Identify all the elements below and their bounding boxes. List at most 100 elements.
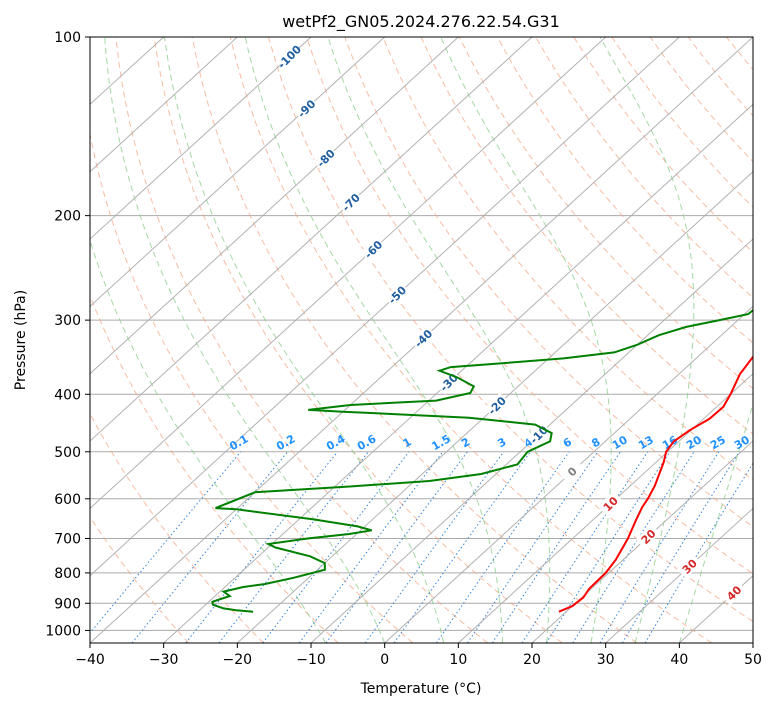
dry-adiabat-line	[90, 516, 190, 643]
isotherm-label-background	[635, 523, 661, 549]
y-tick-label: 300	[54, 313, 81, 329]
dry-adiabat-line	[153, 37, 563, 643]
isotherm-label-background	[360, 236, 386, 262]
sounding-series	[211, 308, 753, 613]
mixing-ratio-line	[218, 451, 369, 643]
mixing-ratio-label: 10	[610, 433, 630, 452]
isotherm-label-background	[313, 145, 338, 171]
mixing-ratio-line	[364, 451, 505, 643]
y-tick-label: 1000	[45, 623, 81, 639]
moist-adiabat-line	[678, 402, 753, 643]
x-tick-label: −40	[75, 652, 105, 668]
dewpoint-profile-line	[211, 308, 753, 613]
mixing-ratio-label: 3	[495, 435, 508, 450]
x-tick-label: −30	[149, 652, 179, 668]
isotherm-line	[384, 305, 753, 643]
x-axis-ticks: −40 −30 −20 −10 0 10 20 30 40 50	[75, 643, 762, 668]
mixing-ratio-label: 30	[732, 433, 752, 452]
x-tick-label: −10	[296, 652, 326, 668]
y-tick-label: 100	[54, 30, 81, 46]
mixing-ratio-label: 20	[684, 433, 704, 452]
isotherm-line	[90, 37, 533, 442]
isotherm-grid	[90, 37, 753, 643]
dry-adiabat-line	[726, 37, 753, 71]
dry-adiabat-line	[649, 37, 753, 163]
isotherm-label-background	[293, 95, 319, 121]
moist-adiabat-line	[90, 238, 327, 643]
mixing-ratio-line	[491, 451, 621, 643]
x-tick-label: 0	[380, 652, 389, 668]
dry-adiabat-line	[611, 37, 753, 208]
mixing-ratio-label: 0.4	[324, 432, 348, 453]
x-tick-label: 40	[670, 652, 688, 668]
isotherm-line	[752, 642, 753, 643]
mixing-ratio-label: 6	[561, 435, 574, 450]
mixing-ratio-label: 1.5	[429, 432, 452, 453]
isotherm-label-background	[721, 580, 747, 606]
dry-adiabat-line	[420, 37, 753, 435]
mixing-ratio-lines	[90, 451, 753, 643]
mixing-ratio-line	[435, 451, 570, 643]
dry-adiabat-line	[90, 131, 414, 643]
isotherm-line	[90, 37, 607, 510]
mixing-ratio-label: 36	[756, 433, 775, 452]
dry-adiabat-line	[268, 37, 753, 623]
mixing-ratio-line	[185, 451, 338, 643]
mixing-ratio-label: 1	[401, 435, 414, 450]
dry-adiabat-line	[306, 37, 753, 575]
mixing-ratio-line	[621, 451, 740, 643]
dry-adiabat-line	[229, 37, 712, 643]
isotherm-line	[90, 37, 680, 577]
dry-adiabat-line	[687, 37, 753, 117]
y-axis-ticks: 100 200 300 400 500 600 700 800 900 1000	[45, 30, 90, 639]
dry-adiabat-line	[90, 412, 264, 643]
moist-adiabat-line	[599, 37, 695, 643]
mixing-ratio-label: 16	[660, 433, 680, 452]
mixing-ratio-line	[90, 451, 242, 634]
isotherm-line	[90, 37, 459, 375]
isoline-labels: 0.1 0.2 0.4 0.6 1 1.5 2 3 4 6 8 10 13 16 20 25 30 36-100-…	[227, 43, 775, 606]
y-tick-label: 400	[54, 387, 81, 403]
isotherm-label-background	[410, 325, 436, 351]
mixing-ratio-line	[298, 451, 444, 643]
chart-title: wetPf2_GN05.2024.276.22.54.G31	[282, 12, 560, 32]
isotherm-label-background	[676, 553, 702, 579]
moist-adiabat-line	[104, 37, 386, 643]
moist-adiabat-line	[164, 37, 445, 643]
x-tick-label: 30	[597, 652, 615, 668]
mixing-ratio-line	[572, 451, 695, 643]
dry-adiabat-line	[382, 37, 753, 481]
mixing-ratio-line	[644, 462, 753, 643]
dry-adiabat-line	[535, 37, 753, 299]
y-tick-label: 600	[54, 492, 81, 508]
y-tick-label: 500	[54, 445, 81, 461]
mixing-ratio-line	[521, 451, 649, 643]
isotherm-line	[90, 37, 312, 240]
dry-adiabat-line	[458, 37, 753, 390]
isotherm-label-background	[597, 491, 623, 516]
x-tick-label: 20	[523, 652, 541, 668]
y-tick-label: 900	[54, 596, 81, 612]
dry-adiabat-line	[344, 37, 753, 528]
isotherm-line	[163, 103, 753, 643]
isotherm-label-background	[338, 189, 364, 215]
y-tick-label: 700	[54, 532, 81, 548]
x-tick-label: −20	[223, 652, 253, 668]
x-axis-label: Temperature (°C)	[360, 681, 482, 697]
isotherm-label-background	[276, 44, 302, 69]
isotherm-line	[90, 37, 386, 308]
plot-frame	[89, 36, 754, 644]
isotherm-line	[90, 37, 238, 173]
mixing-ratio-line	[599, 451, 720, 643]
y-tick-label: 800	[54, 566, 81, 582]
mixing-ratio-line	[545, 451, 671, 643]
y-tick-label: 200	[54, 209, 81, 225]
dry-adiabat-line	[573, 37, 753, 254]
isobar-grid	[90, 37, 753, 631]
dry-adiabat-line	[765, 37, 775, 643]
isotherm-label-background	[384, 282, 410, 307]
x-tick-label: 50	[744, 652, 762, 668]
plot-area: 0.1 0.2 0.4 0.6 1 1.5 2 3 4 6 8 10 13 16 20 25 30 36-100-…	[90, 37, 775, 643]
isotherm-label-background	[526, 421, 551, 447]
mixing-ratio-line	[467, 451, 599, 643]
